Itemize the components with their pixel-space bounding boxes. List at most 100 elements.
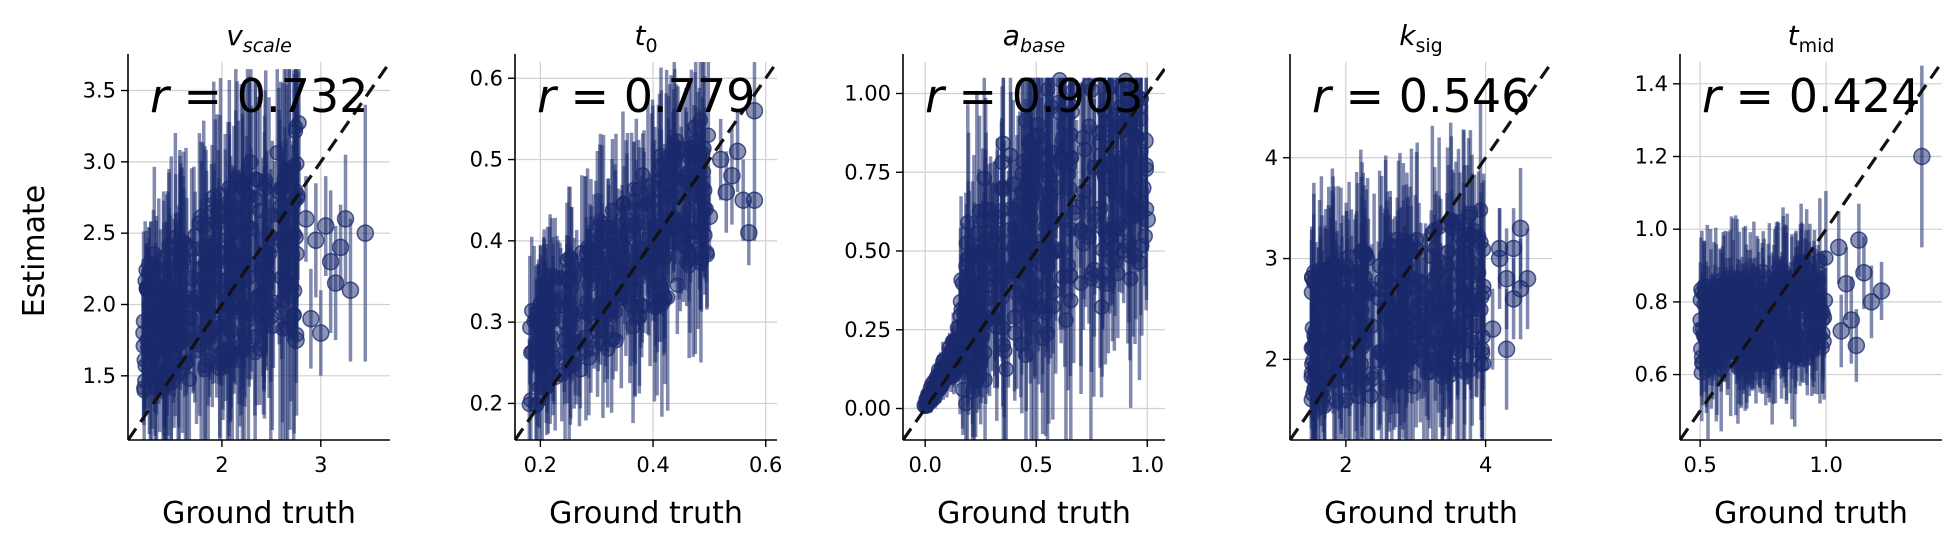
x-tick-label: 0.6 [749, 453, 782, 477]
data-point [331, 238, 350, 257]
data-point [556, 314, 572, 331]
data-point [1378, 259, 1394, 276]
data-point [694, 178, 710, 194]
data-point [1428, 289, 1445, 305]
data-point [559, 271, 575, 287]
identity-line [903, 67, 1165, 440]
data-point [1023, 191, 1040, 207]
data-point [1832, 322, 1850, 340]
y-tick-label: 1.0 [1635, 217, 1668, 241]
data-point [528, 353, 545, 370]
data-point [949, 330, 968, 348]
y-tick-label: 4 [1265, 146, 1278, 170]
data-point [253, 308, 270, 325]
data-point [286, 282, 303, 299]
data-point [287, 331, 305, 349]
plot-area [1680, 62, 1942, 440]
data-point [1818, 250, 1834, 266]
data-point [1790, 320, 1806, 337]
x-tick-label: 2 [1339, 453, 1352, 477]
data-point [312, 324, 330, 342]
panel-title: ksig [1399, 19, 1442, 57]
data-point [263, 298, 279, 314]
y-tick-label: 3.5 [83, 79, 116, 103]
data-point [185, 321, 201, 337]
data-point [302, 310, 320, 328]
y-tick-label: 3 [1265, 247, 1278, 271]
data-point [1862, 293, 1881, 311]
x-axis-label: Ground truth [1324, 496, 1518, 531]
data-point [1497, 340, 1516, 359]
correlation-annotation: r = 0.732 [150, 69, 368, 123]
y-tick-label: 0.6 [1635, 363, 1668, 387]
data-point [175, 252, 192, 269]
data-point [1490, 249, 1509, 268]
data-point [1396, 353, 1413, 369]
identity-line [128, 62, 390, 440]
x-tick-label: 2 [215, 453, 228, 477]
plot-area [1290, 62, 1552, 440]
y-tick-label: 2.0 [83, 292, 116, 316]
correlation-annotation: r = 0.424 [1702, 69, 1920, 123]
data-point [1778, 354, 1795, 370]
data-point [201, 304, 217, 320]
data-point [1829, 238, 1848, 257]
data-point [235, 250, 252, 266]
x-axis-label: Ground truth [549, 496, 743, 531]
data-point [1350, 325, 1367, 341]
data-point [745, 102, 764, 120]
data-point [1736, 356, 1752, 372]
data-point [1769, 315, 1786, 332]
x-tick-label: 0.5 [1683, 453, 1716, 477]
data-point [1009, 241, 1026, 258]
correlation-annotation: r = 0.546 [1312, 69, 1530, 123]
panel-1: 2 3 1.5 2.0 2.5 3.0 3.5 Ground truth Estimate vsc… [17, 19, 390, 531]
data-point [1053, 150, 1070, 167]
data-point [717, 183, 736, 201]
y-tick-label: 3.0 [83, 150, 116, 174]
data-point [1043, 99, 1060, 115]
data-point [228, 172, 244, 188]
panel-title: vscale [226, 19, 292, 57]
y-tick-label: 0.8 [1635, 290, 1668, 314]
y-tick-label: 0.00 [844, 397, 891, 421]
data-point [1104, 111, 1120, 128]
y-tick-label: 0.2 [470, 391, 503, 415]
data-point [211, 244, 228, 260]
data-point [1307, 323, 1323, 340]
x-axis-label: Ground truth [162, 496, 356, 531]
y-tick-label: 2 [1265, 347, 1278, 371]
y-tick-label: 1.00 [844, 82, 891, 106]
data-point [534, 320, 551, 337]
data-point [1720, 281, 1736, 297]
data-point [1348, 380, 1364, 397]
data-point [1748, 340, 1764, 357]
data-point [141, 255, 157, 272]
data-point [243, 220, 260, 237]
x-axis-label: Ground truth [1714, 496, 1908, 531]
data-point [745, 191, 764, 209]
data-point [297, 210, 315, 228]
panel-4: 2 4 2 3 4 Ground truth ksig r = 0.546 [1265, 19, 1552, 531]
data-point [1138, 210, 1156, 229]
data-point [1311, 262, 1328, 278]
plot-area [903, 67, 1165, 440]
data-point [1700, 361, 1716, 377]
data-point [1855, 264, 1873, 282]
y-tick-label: 0.75 [844, 160, 891, 184]
correlation-annotation: r = 0.903 [925, 69, 1143, 123]
data-point [1913, 147, 1931, 166]
x-tick-label: 0.5 [1020, 453, 1053, 477]
data-point [682, 251, 698, 267]
data-point [1093, 299, 1110, 315]
data-point [1473, 301, 1489, 318]
data-point [1504, 239, 1523, 258]
data-point [1086, 206, 1103, 222]
data-point [662, 192, 678, 208]
data-point [1076, 141, 1093, 158]
data-point [1379, 382, 1395, 399]
data-point [143, 369, 160, 385]
y-tick-label: 1.4 [1635, 72, 1668, 96]
data-point [1114, 149, 1130, 166]
